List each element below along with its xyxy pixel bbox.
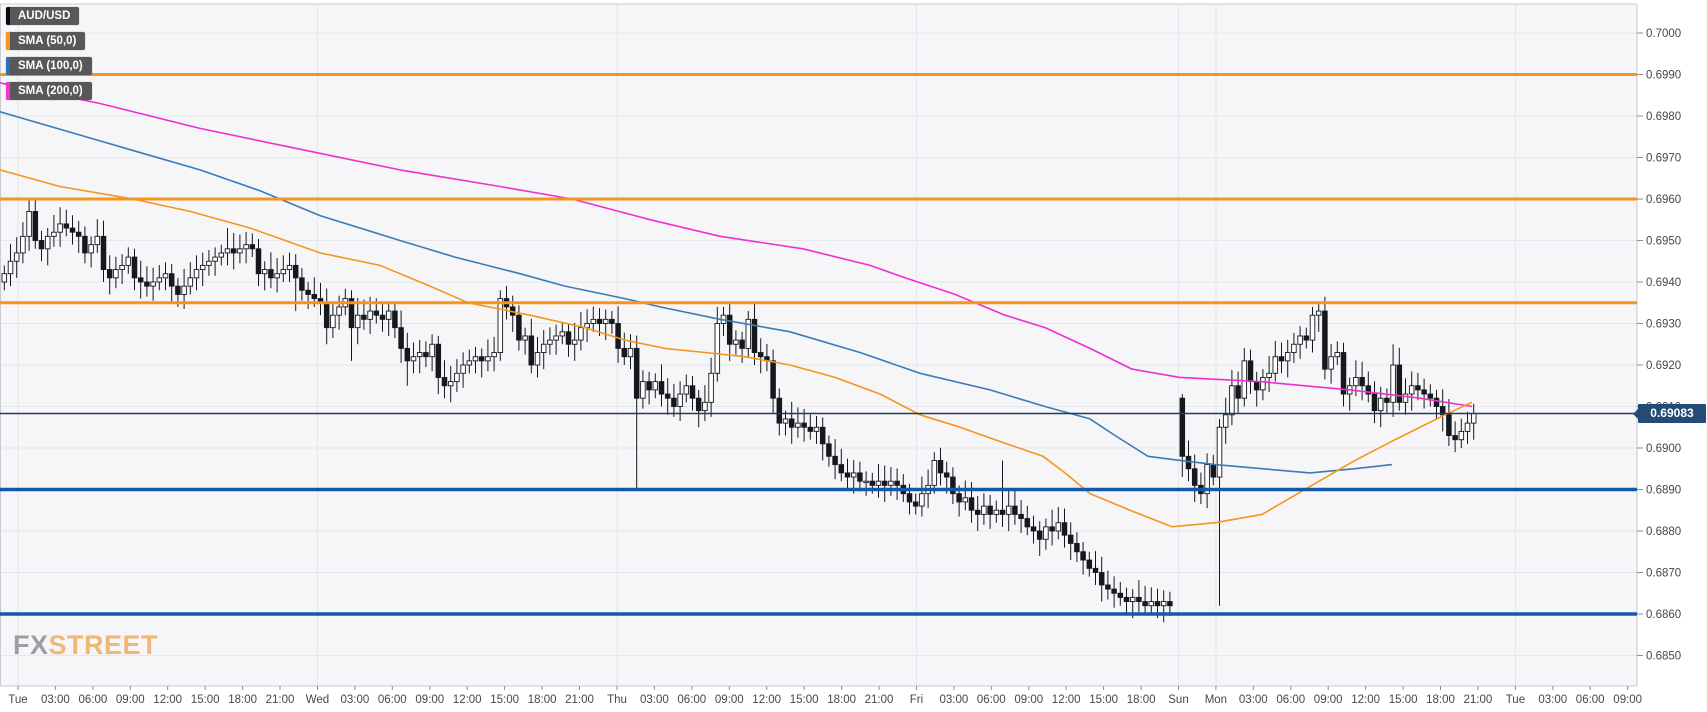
fxstreet-logo-street: STREET <box>48 630 159 660</box>
price-axis-label: 0.6960 <box>1646 194 1681 206</box>
time-axis-label: Tue <box>1506 694 1525 706</box>
time-axis-label: 09:00 <box>415 694 444 706</box>
price-axis-label: 0.6870 <box>1646 568 1681 580</box>
last-price-badge: 0.69083 <box>1633 404 1706 424</box>
candles-layer <box>1 199 1477 623</box>
time-axis-label: 15:00 <box>1089 694 1118 706</box>
time-axis-label: 21:00 <box>266 694 295 706</box>
time-axis-label: 18:00 <box>827 694 856 706</box>
indicator-color-bar <box>6 32 10 50</box>
price-axis-label: 0.6880 <box>1646 526 1681 538</box>
price-axis-label: 0.6920 <box>1646 360 1681 372</box>
indicator-color-bar <box>6 82 10 100</box>
sma-indicator-badge[interactable]: SMA (200,0) <box>6 82 92 100</box>
price-axis-label: 0.6890 <box>1646 485 1681 497</box>
time-axis-label: 09:00 <box>1314 694 1343 706</box>
time-axis-label: 18:00 <box>1426 694 1455 706</box>
indicator-label: SMA (100,0) <box>18 60 83 72</box>
time-axis-label: 06:00 <box>1576 694 1605 706</box>
time-axis-label: 03:00 <box>640 694 669 706</box>
price-axis-label: 0.6860 <box>1646 609 1681 621</box>
price-axis-label: 0.6970 <box>1646 153 1681 165</box>
time-axis-label: 09:00 <box>116 694 145 706</box>
time-axis-label: 18:00 <box>528 694 557 706</box>
sma-indicator-badge[interactable]: SMA (100,0) <box>6 57 92 75</box>
time-axis-label: 06:00 <box>677 694 706 706</box>
indicator-label: SMA (50,0) <box>18 35 77 47</box>
time-axis-label: 15:00 <box>490 694 519 706</box>
time-axis-label: 03:00 <box>341 694 370 706</box>
indicator-color-bar <box>6 7 10 25</box>
price-axis[interactable]: 0.7000 0.6990 0.6980 0.6970 0.6960 0.6950 0.69… <box>1637 28 1681 663</box>
time-axis-label: 12:00 <box>1052 694 1081 706</box>
time-axis-label: 12:00 <box>453 694 482 706</box>
time-axis-label: Sun <box>1168 694 1188 706</box>
time-axis-label: 09:00 <box>1014 694 1043 706</box>
price-axis-label: 0.6940 <box>1646 277 1681 289</box>
time-axis[interactable]: Tue 03:00 06:00 09:00 12:00 15:00 18:00 21:00 We… <box>8 686 1642 706</box>
time-axis-label: 06:00 <box>1276 694 1305 706</box>
sma-indicator-badge[interactable]: SMA (50,0) <box>6 32 86 50</box>
time-axis-label: 06:00 <box>378 694 407 706</box>
time-axis-label: 21:00 <box>865 694 894 706</box>
indicator-legend: AUD/USD SMA (50,0) SMA (100,0) SMA (200,0) <box>6 7 92 100</box>
price-axis-label: 0.7000 <box>1646 28 1681 40</box>
fxstreet-logo-fx: FX <box>13 630 49 660</box>
time-axis-label: 06:00 <box>79 694 108 706</box>
time-axis-label: 06:00 <box>977 694 1006 706</box>
time-axis-label: 12:00 <box>153 694 182 706</box>
time-axis-label: 03:00 <box>41 694 70 706</box>
time-axis-label: 03:00 <box>1239 694 1268 706</box>
fxstreet-watermark: FXSTREET <box>13 630 158 661</box>
time-axis-label: 15:00 <box>790 694 819 706</box>
price-axis-label: 0.6900 <box>1646 443 1681 455</box>
symbol-badge[interactable]: AUD/USD <box>6 7 80 25</box>
sma-line-sma-50[interactable] <box>0 169 1473 528</box>
price-axis-label: 0.6850 <box>1646 651 1681 663</box>
time-axis-label: Fri <box>910 694 923 706</box>
price-axis-label: 0.6930 <box>1646 319 1681 331</box>
time-axis-label: 18:00 <box>1127 694 1156 706</box>
time-axis-label: Tue <box>8 694 27 706</box>
plot-area[interactable] <box>0 4 1637 686</box>
time-axis-label: 09:00 <box>715 694 744 706</box>
sma-line-sma-100[interactable] <box>0 111 1393 474</box>
time-axis-label: Thu <box>607 694 627 706</box>
time-axis-label: 21:00 <box>565 694 594 706</box>
indicator-label: SMA (200,0) <box>18 85 83 97</box>
sma-line-sma-200[interactable] <box>0 82 1473 408</box>
time-axis-label: 09:00 <box>1613 694 1642 706</box>
time-axis-label: 03:00 <box>1538 694 1567 706</box>
price-axis-label: 0.6990 <box>1646 70 1681 82</box>
time-axis-label: 03:00 <box>940 694 969 706</box>
time-axis-label: 15:00 <box>191 694 220 706</box>
time-axis-label: 15:00 <box>1389 694 1418 706</box>
indicator-color-bar <box>6 57 10 75</box>
indicator-label: AUD/USD <box>18 10 71 22</box>
time-axis-label: 21:00 <box>1464 694 1493 706</box>
time-axis-label: 12:00 <box>752 694 781 706</box>
price-axis-label: 0.6950 <box>1646 236 1681 248</box>
time-axis-label: 12:00 <box>1351 694 1380 706</box>
time-axis-label: Mon <box>1205 694 1227 706</box>
time-axis-label: 18:00 <box>228 694 257 706</box>
price-axis-label: 0.6980 <box>1646 111 1681 123</box>
time-axis-label: Wed <box>306 694 329 706</box>
